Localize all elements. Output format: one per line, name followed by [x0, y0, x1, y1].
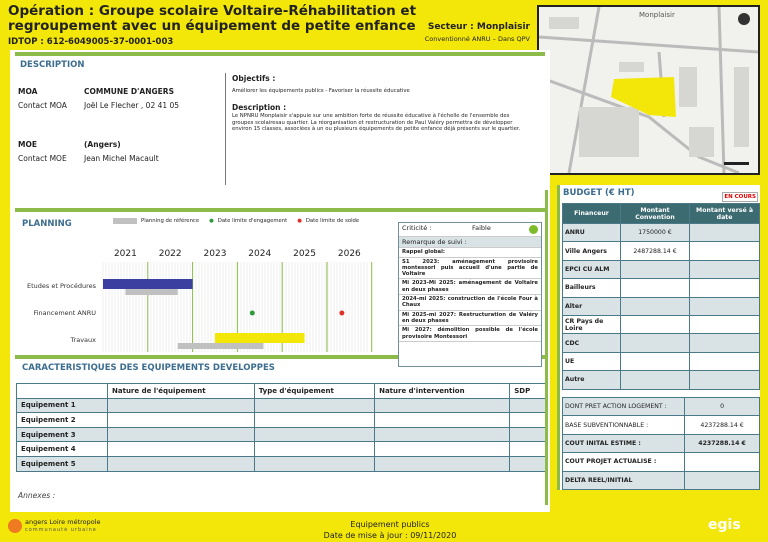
map-label: Monplaisir — [639, 11, 675, 19]
contact-moe-label: Contact MOE — [18, 154, 67, 163]
table-row: EPCI CU ALM — [562, 259, 760, 280]
table-row: Alter — [562, 296, 760, 316]
criticite-value: Faible — [472, 224, 491, 232]
actual-bar — [103, 279, 193, 289]
column-header: Montant Convention — [619, 203, 691, 224]
criticite-indicator-icon — [529, 225, 538, 234]
description-text: Le NPNRU Monplaisir s'appuie sur une amb… — [232, 113, 521, 132]
remark-item: Mi 2027: démolition possible de l'école … — [399, 326, 541, 342]
table-row: Equipement 1 — [15, 397, 546, 414]
annexes-label: Annexes : — [18, 491, 56, 500]
row-label: Financement ANRU — [33, 309, 96, 317]
table-row: Equipement 4 — [15, 441, 546, 457]
north-arrow-icon — [738, 13, 750, 25]
main-panel: DESCRIPTION MOA COMMUNE D'ANGERS Contact… — [10, 50, 550, 512]
remark-item: Mi 2023-Mi 2025: aménagement de Voltaire… — [399, 279, 541, 296]
column-header: Montant versé à date — [689, 203, 760, 224]
actual-bar — [214, 333, 305, 343]
status-badge: EN COURS — [722, 192, 758, 202]
engagement-marker — [249, 310, 255, 316]
table-row: UE — [562, 351, 760, 372]
table-row: Equipement 3 — [15, 426, 546, 443]
row-label: Travaux — [70, 336, 97, 344]
year-label: 2022 — [159, 249, 182, 259]
table-row: Ville Angers 2487288.14 € — [562, 241, 760, 261]
year-label: 2021 — [114, 249, 137, 259]
remark-item: Rappel global: — [399, 248, 541, 258]
table-row: CR Pays de Loire — [562, 314, 760, 335]
solde-marker — [339, 310, 345, 316]
contact-moe-value: Jean Michel Macault — [84, 154, 159, 163]
table-row: Equipement 5 — [15, 455, 546, 472]
remark-item: 2024-mi 2025: construction de l'école Fo… — [399, 295, 541, 311]
planning-legend: Planning de référence ● Date limite d'eng… — [113, 218, 359, 225]
objectifs-label: Objectifs : — [232, 74, 276, 83]
column-header: Nature de l'équipement — [107, 383, 255, 399]
remark-item: Mi 2025-mi 2027: Restructuration de Valé… — [399, 311, 541, 327]
moa-label: MOA — [18, 87, 38, 96]
table-row: CDC — [562, 333, 760, 353]
budget-table: Financeur Montant Convention Montant versé… — [562, 203, 760, 390]
location-map: Monplaisir — [537, 5, 760, 175]
summary-row: DELTA REEL/INITIAL — [561, 470, 760, 490]
year-label: 2023 — [204, 249, 227, 259]
summary-row: BASE SUBVENTIONNABLE :4237288.14 € — [561, 415, 760, 435]
moa-value: COMMUNE D'ANGERS — [84, 87, 174, 96]
footer-title: Equipement publics — [350, 520, 430, 529]
gantt-chart: 2021 2022 2023 2024 2025 2026 Etudes et Procéd… — [27, 249, 373, 352]
table-row: Autre — [562, 370, 760, 390]
scale-bar — [724, 162, 749, 165]
remark-item: S1 2023: aménagement provisoire montesso… — [399, 258, 541, 280]
description-title: DESCRIPTION — [20, 60, 85, 70]
year-label: 2024 — [248, 249, 271, 259]
reference-bar — [177, 343, 264, 349]
moe-value: (Angers) — [84, 140, 121, 149]
table-row: ANRU 1750000 € — [562, 222, 760, 243]
planning-title: PLANNING — [22, 219, 72, 229]
moe-label: MOE — [18, 140, 37, 149]
table-row: Bailleurs — [562, 278, 760, 298]
budget-panel: BUDGET (€ HT) EN COURS Financeur Montant … — [557, 185, 760, 490]
column-header: Financeur — [562, 203, 621, 224]
convention: Conventionné ANRU – Dans QPV — [424, 35, 530, 43]
year-label: 2026 — [338, 249, 361, 259]
contact-moa-label: Contact MOA — [18, 101, 67, 110]
reference-bar — [125, 289, 178, 295]
objectifs-text: Améliorer les équipements publics - Favo… — [232, 88, 410, 94]
summary-row: COUT INITAL ESTIME :4237288.14 € — [561, 433, 760, 454]
table-row: Equipement 2 — [15, 412, 546, 428]
update-date: Date de mise à jour : 09/11/2020 — [323, 531, 457, 540]
equipements-title: CARACTERISTIQUES DES EQUIPEMENTS DEVELOP… — [22, 363, 275, 373]
suivi-box: Criticité : Faible Remarque de suivi : Ra… — [398, 222, 542, 367]
column-header: Nature d'intervention — [374, 383, 511, 399]
year-label: 2025 — [293, 249, 316, 259]
angers-logo-icon — [8, 519, 22, 533]
page-title: Opération : Groupe scolaire Voltaire-Réh… — [8, 3, 417, 34]
secteur: Secteur : Monplaisir — [427, 22, 530, 32]
description-label: Description : — [232, 103, 287, 112]
summary-row: COUT PROJET ACTUALISE : — [561, 452, 760, 472]
contact-moa-value: Joël Le Flecher , 02 41 05 — [84, 101, 180, 110]
equipements-table: Nature de l'équipement Type d'équipement N… — [15, 383, 546, 472]
row-label: Etudes et Procédures — [27, 282, 97, 290]
budget-title: BUDGET (€ HT) — [563, 188, 635, 198]
summary-row: DONT PRET ACTION LOGEMENT :0 — [561, 396, 760, 417]
column-header: Type d'équipement — [253, 383, 376, 399]
column-header: SDP — [509, 383, 546, 399]
angers-logo: angers Loire métropole — [25, 518, 101, 526]
budget-summary: DONT PRET ACTION LOGEMENT :0 BASE SUBVENT… — [561, 396, 760, 490]
column-header — [15, 383, 109, 399]
egis-logo: egis — [708, 517, 741, 533]
idtop: IDTOP : 612-6049005-37-0001-003 — [8, 37, 174, 47]
